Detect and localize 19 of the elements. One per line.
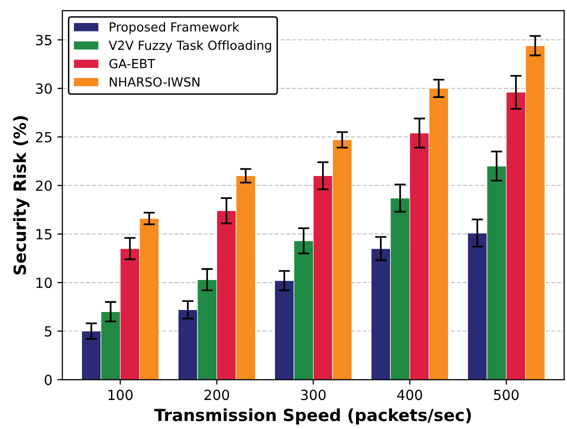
- y-tick-label: 35: [36, 34, 52, 46]
- y-tick-label: 5: [44, 326, 52, 337]
- y-tick-label: 30: [36, 83, 52, 94]
- legend-label: V2V Fuzzy Task Offloading: [108, 40, 272, 52]
- x-tick-label: 100: [108, 390, 133, 400]
- legend-label: NHARSO-IWSN: [110, 77, 200, 87]
- y-axis-title: Security Risk (%): [13, 116, 30, 274]
- legend-label: Proposed Framework: [110, 22, 240, 34]
- y-tick-label: 15: [36, 229, 52, 240]
- y-tick-label: 0: [44, 374, 52, 386]
- y-tick-label: 20: [36, 180, 52, 191]
- x-tick-label: 200: [204, 390, 230, 400]
- x-tick-label: 500: [494, 390, 519, 400]
- x-tick-label: 400: [397, 390, 422, 400]
- x-tick-label: 300: [301, 390, 326, 400]
- y-tick-label: 10: [36, 278, 52, 288]
- legend-label: GA-EBT: [109, 58, 156, 68]
- x-axis-title: Transmission Speed (packets/sec): [154, 408, 471, 425]
- y-tick-label: 25: [36, 132, 52, 142]
